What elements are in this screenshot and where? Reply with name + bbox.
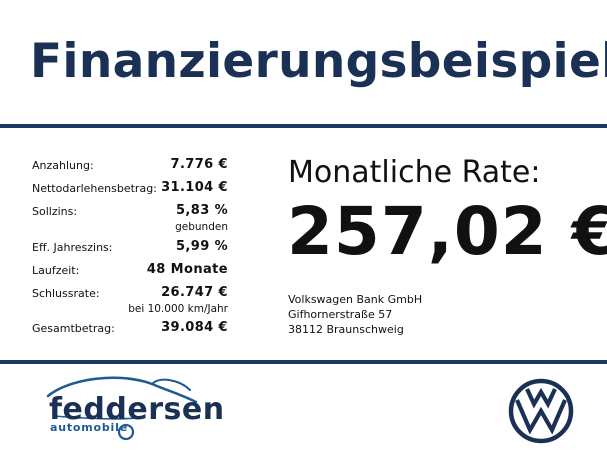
page-title: Finanzierungsbeispiel	[30, 34, 607, 89]
bank-address: Volkswagen Bank GmbH Gifhornerstraße 57 …	[288, 292, 422, 337]
top-divider	[0, 124, 607, 128]
term-value: 7.776 €	[170, 157, 228, 172]
term-value: 26.747 €	[161, 285, 228, 300]
term-value: 5,99 %	[175, 239, 228, 254]
term-value: 5,83 %	[175, 203, 228, 218]
term-note: bei 10.000 km/Jahr	[128, 303, 228, 315]
term-value: 48 Monate	[146, 262, 228, 277]
car-swoosh-icon	[46, 376, 198, 441]
dealer-subtitle: automobile	[50, 421, 128, 434]
bank-street: Gifhornerstraße 57	[288, 308, 393, 321]
term-label: Eff. Jahreszins:	[32, 241, 113, 254]
term-label: Gesamtbetrag:	[32, 322, 115, 335]
term-value: 31.104 €	[161, 180, 228, 195]
bank-city: 38112 Braunschweig	[288, 323, 404, 336]
term-value: 39.084 €	[161, 320, 228, 335]
term-label: Anzahlung:	[32, 159, 94, 172]
monthly-rate-label: Monatliche Rate:	[288, 155, 541, 190]
term-label: Laufzeit:	[32, 264, 80, 277]
bottom-divider	[0, 360, 607, 364]
bank-name: Volkswagen Bank GmbH	[288, 293, 423, 306]
term-label: Schlussrate:	[32, 287, 100, 300]
term-label: Sollzins:	[32, 205, 78, 218]
dealer-logo: feddersen automobile	[40, 372, 224, 444]
monthly-rate-value: 257,02 €	[287, 193, 607, 270]
term-label: Nettodarlehensbetrag:	[32, 182, 157, 195]
dealer-name: feddersen	[49, 392, 225, 427]
vw-logo-icon	[508, 378, 574, 444]
term-note: gebunden	[175, 221, 228, 233]
